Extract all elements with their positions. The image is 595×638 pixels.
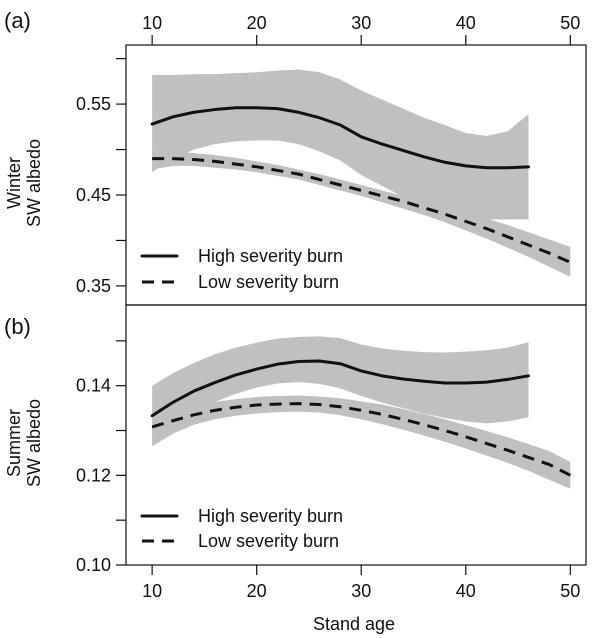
y-axis-label-line-1: Winter	[4, 157, 24, 209]
y-axis-label-line-2: SW albedo	[24, 399, 44, 487]
x-axis-label: Stand age	[313, 614, 395, 634]
legend-entry-high-severity: High severity burn	[198, 506, 343, 526]
y-axis-label-line-2: SW albedo	[24, 139, 44, 227]
legend-entry-low-severity: Low severity burn	[198, 272, 339, 292]
x-tick-label: 40	[456, 581, 476, 601]
confidence-bands	[152, 336, 570, 488]
legend: High severity burn Low severity burn	[142, 246, 343, 292]
summer-albedo-panel: 10 20 30 40 50 0.10 0.12 0.14 (b) Summer SW alb…	[4, 305, 586, 634]
y-tick-label: 0.12	[76, 465, 111, 485]
x-tick-label: 20	[247, 581, 267, 601]
y-tick-label: 0.55	[76, 94, 111, 114]
x-tick-label-top: 30	[351, 13, 371, 33]
legend-entry-low-severity: Low severity burn	[198, 531, 339, 551]
x-tick-label: 30	[351, 581, 371, 601]
panel-label: (a)	[4, 8, 31, 33]
x-tick-label: 50	[560, 581, 580, 601]
x-tick-label-top: 40	[456, 13, 476, 33]
high-severity-confidence-band	[152, 70, 528, 220]
x-tick-label-top: 20	[247, 13, 267, 33]
y-tick-label: 0.14	[76, 376, 111, 396]
axis-labels: (a) Winter SW albedo	[4, 8, 44, 227]
y-tick-label: 0.35	[76, 276, 111, 296]
legend-entry-high-severity: High severity burn	[198, 246, 343, 266]
y-tick-label: 0.10	[76, 555, 111, 575]
x-tick-label-top: 50	[560, 13, 580, 33]
winter-albedo-panel: 10 20 30 40 50 0.35 0.45 0.55 (a) Winter SW alb…	[4, 8, 586, 305]
legend: High severity burn Low severity burn	[142, 506, 343, 551]
y-axis-label-line-1: Summer	[4, 409, 24, 477]
x-tick-label-top: 10	[142, 13, 162, 33]
panel-label: (b)	[4, 314, 31, 339]
x-tick-label: 10	[142, 581, 162, 601]
y-tick-label: 0.45	[76, 185, 111, 205]
high-severity-confidence-band	[152, 336, 528, 438]
